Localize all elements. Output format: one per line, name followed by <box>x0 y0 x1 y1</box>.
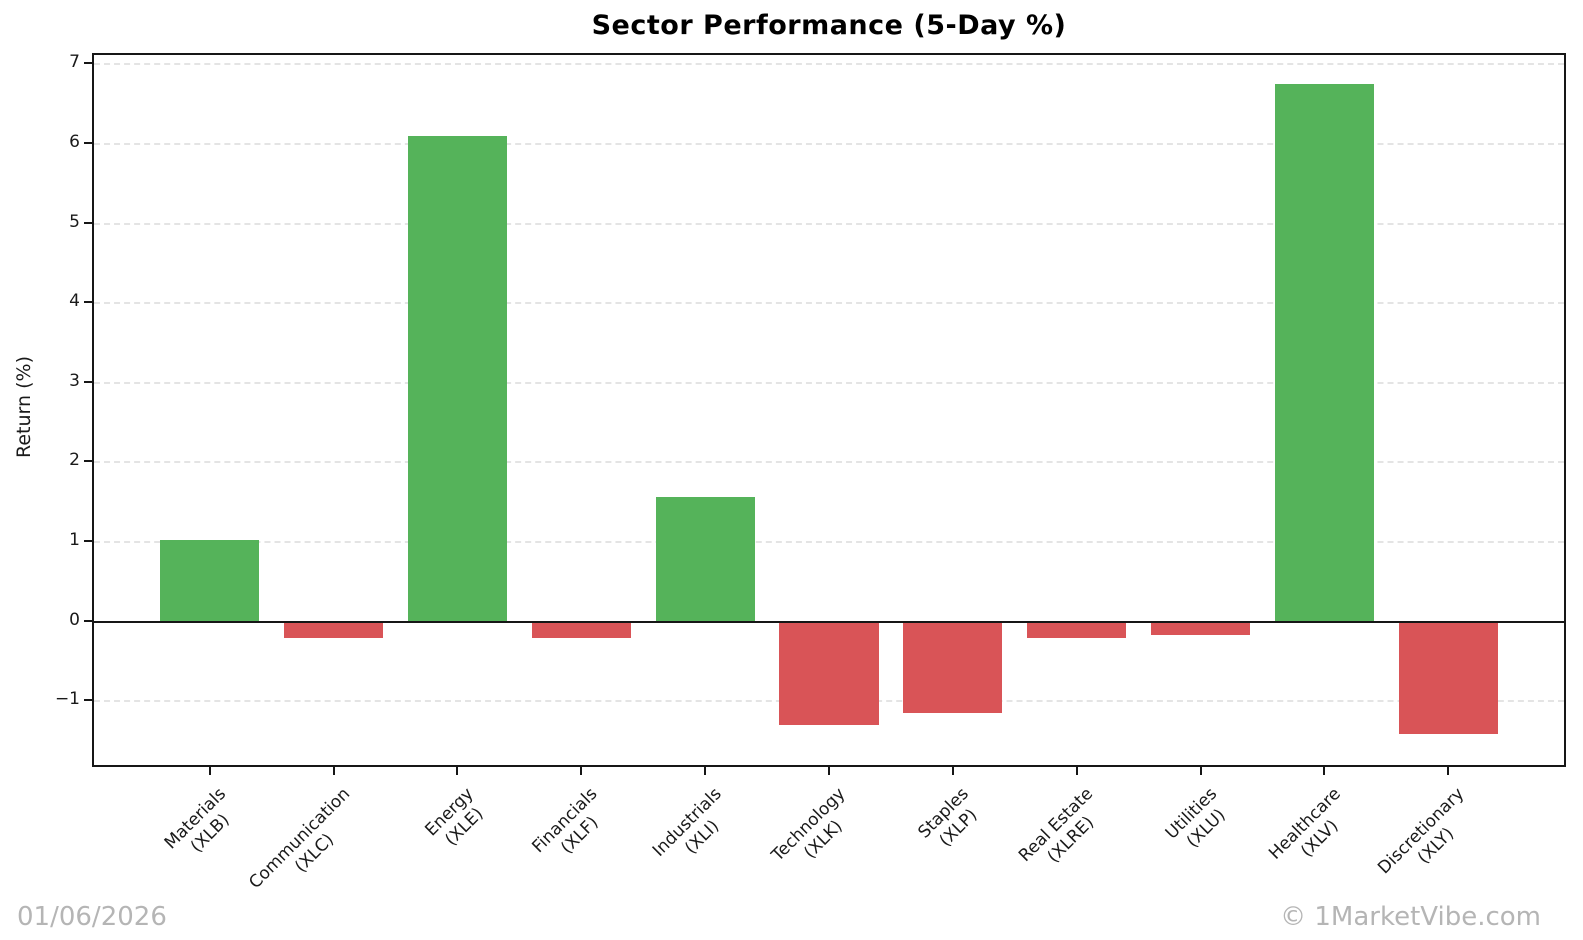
x-tick-label: Staples (XLP) <box>915 784 989 858</box>
y-tick-mark <box>84 539 92 542</box>
x-tick-mark <box>1323 767 1326 775</box>
gridline <box>94 302 1564 305</box>
bar-real-estate <box>1027 620 1127 639</box>
x-tick-label: Discretionary (XLY) <box>1374 784 1484 894</box>
y-tick-label: −1 <box>54 689 80 710</box>
gridline <box>94 142 1564 145</box>
zero-line <box>94 620 1564 624</box>
x-tick-mark <box>208 767 211 775</box>
y-tick-label: 7 <box>69 52 80 73</box>
bar-healthcare <box>1274 84 1374 621</box>
y-tick-mark <box>84 619 92 622</box>
x-tick-label: Industrials (XLI) <box>648 784 741 877</box>
x-tick-mark <box>1199 767 1202 775</box>
y-tick-label: 4 <box>69 291 80 312</box>
chart-title: Sector Performance (5-Day %) <box>591 10 1067 41</box>
footer-credit: © 1MarketVibe.com <box>1280 902 1541 932</box>
bar-financials <box>531 620 631 639</box>
y-tick-mark <box>84 141 92 144</box>
x-tick-mark <box>332 767 335 775</box>
bar-energy <box>407 135 507 621</box>
bar-staples <box>903 620 1003 713</box>
gridline <box>94 63 1564 66</box>
x-tick-mark <box>951 767 954 775</box>
x-tick-label: Real Estate (XLRE) <box>1015 784 1113 882</box>
gridline <box>94 461 1564 464</box>
bar-discretionary <box>1398 620 1498 735</box>
plot-area <box>92 53 1566 767</box>
bar-technology <box>779 620 879 725</box>
bar-utilities <box>1151 620 1251 635</box>
bar-industrials <box>655 497 755 621</box>
x-tick-label: Energy (XLE) <box>421 784 493 856</box>
x-tick-mark <box>456 767 459 775</box>
y-tick-mark <box>84 380 92 383</box>
footer-date: 01/06/2026 <box>17 902 167 932</box>
y-tick-mark <box>84 221 92 224</box>
y-tick-label: 3 <box>69 370 80 391</box>
y-tick-mark <box>84 699 92 702</box>
x-tick-label: Materials (XLB) <box>161 784 246 869</box>
y-tick-mark <box>84 62 92 65</box>
y-tick-label: 1 <box>69 529 80 550</box>
x-tick-mark <box>704 767 707 775</box>
x-tick-mark <box>1075 767 1078 775</box>
x-tick-mark <box>828 767 830 775</box>
x-tick-label: Technology (XLK) <box>768 784 865 881</box>
y-tick-label: 2 <box>69 450 80 471</box>
x-tick-mark <box>580 767 583 775</box>
y-tick-mark <box>84 460 92 463</box>
x-tick-label: Financials (XLF) <box>528 784 617 873</box>
y-tick-mark <box>84 301 92 304</box>
x-tick-label: Healthcare (XLV) <box>1265 784 1361 880</box>
x-tick-label: Communication (XLC) <box>245 784 370 909</box>
gridline <box>94 222 1564 225</box>
x-tick-mark <box>1447 767 1450 775</box>
bar-materials <box>160 540 260 621</box>
gridline <box>94 540 1564 543</box>
y-tick-label: 6 <box>69 131 80 152</box>
y-tick-label: 5 <box>69 211 80 232</box>
x-tick-label: Utilities (XLU) <box>1161 784 1236 859</box>
bar-communication <box>283 620 384 639</box>
gridline <box>94 381 1564 384</box>
y-tick-label: 0 <box>69 609 80 630</box>
